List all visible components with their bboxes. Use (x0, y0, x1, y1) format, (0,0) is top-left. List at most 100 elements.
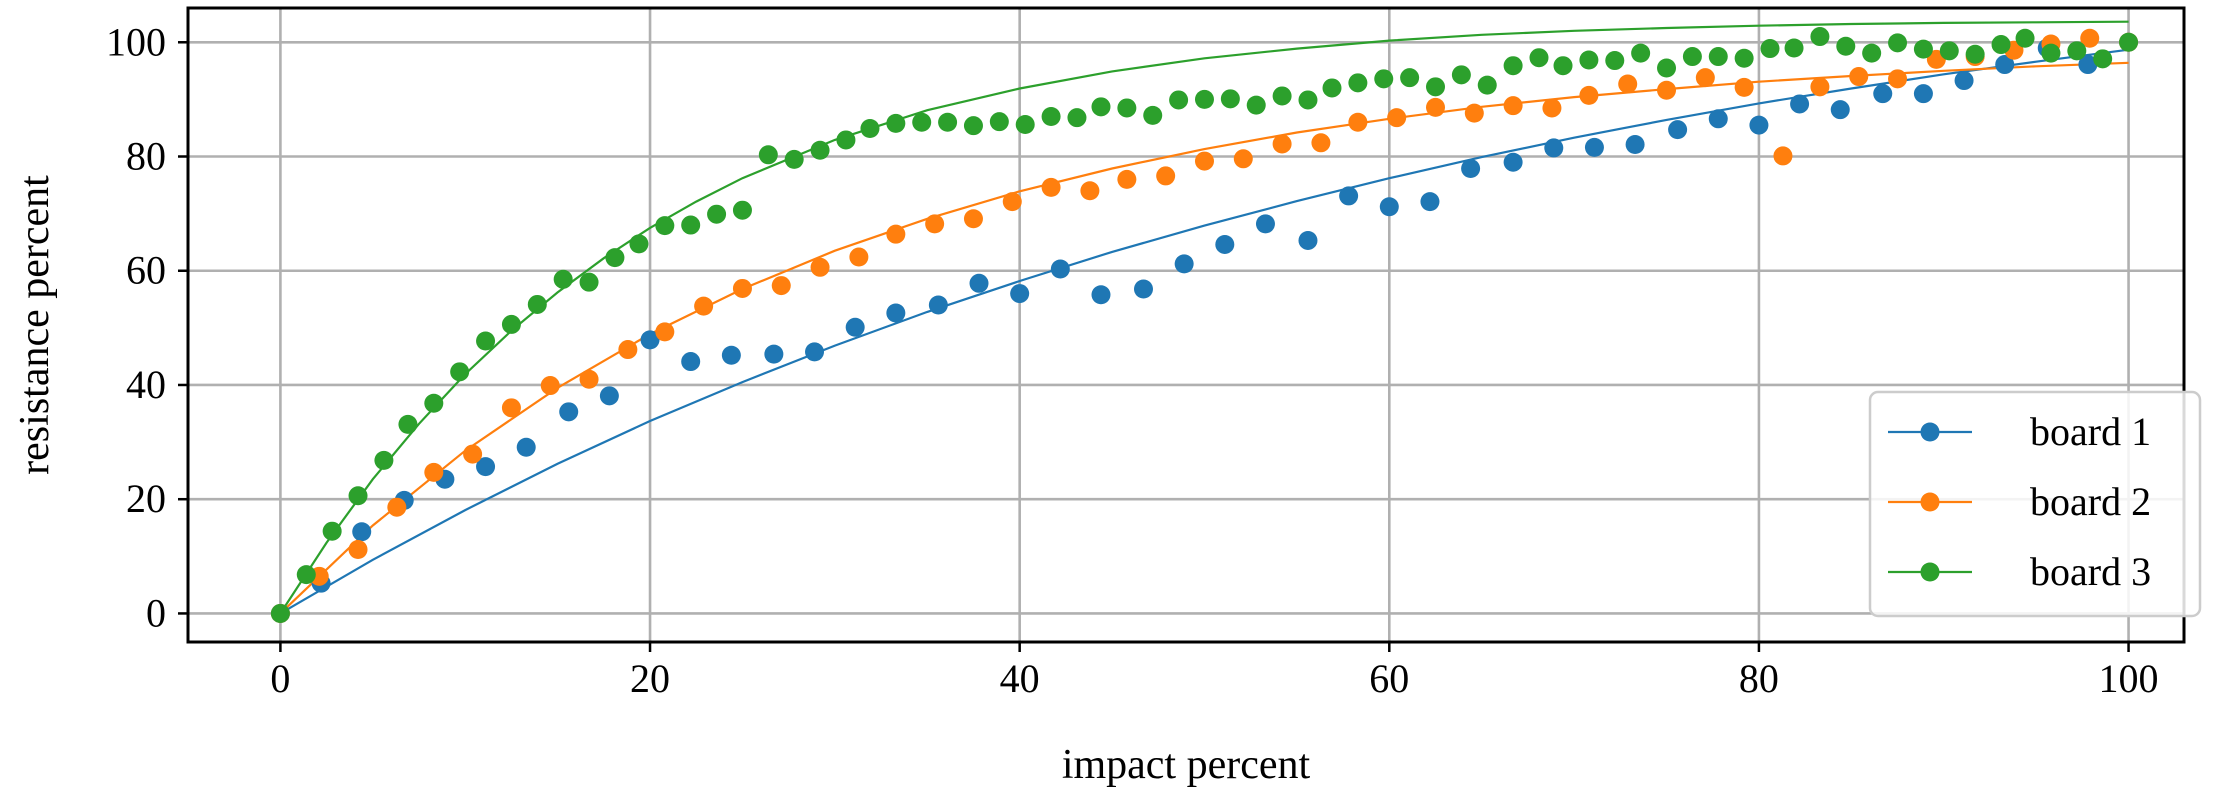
data-point-series-3 (629, 234, 649, 254)
data-point-series-3 (2067, 41, 2087, 61)
data-point-series-1 (764, 344, 784, 364)
data-point-series-3 (1015, 115, 1035, 135)
y-tick-label: 40 (126, 362, 166, 407)
data-point-series-2 (1041, 177, 1061, 197)
data-point-series-2 (1503, 96, 1523, 116)
data-point-series-2 (1810, 77, 1830, 97)
data-point-series-2 (1773, 146, 1793, 166)
data-point-series-3 (605, 248, 625, 268)
data-point-series-3 (1682, 47, 1702, 67)
data-point-series-2 (579, 369, 599, 389)
x-tick-label: 0 (270, 656, 290, 701)
data-point-series-2 (1272, 134, 1292, 154)
data-point-series-3 (1939, 41, 1959, 61)
data-point-series-1 (969, 273, 989, 293)
data-point-series-3 (1426, 77, 1445, 97)
data-point-series-1 (1379, 197, 1399, 217)
data-point-series-2 (1387, 108, 1407, 128)
data-point-series-1 (681, 352, 701, 372)
data-point-series-2 (463, 444, 483, 464)
data-point-series-3 (1169, 90, 1189, 110)
data-point-series-3 (476, 331, 496, 351)
data-point-series-3 (348, 486, 368, 506)
data-point-series-3 (270, 603, 290, 623)
data-point-series-2 (1734, 77, 1754, 97)
data-point-series-2 (886, 224, 906, 244)
data-point-series-3 (655, 216, 675, 236)
data-point-series-3 (296, 565, 316, 585)
data-point-series-3 (1708, 47, 1728, 67)
data-point-series-2 (810, 257, 830, 277)
data-point-series-3 (1734, 48, 1754, 68)
data-point-series-1 (1830, 100, 1850, 120)
data-point-series-3 (1862, 43, 1882, 63)
data-point-series-3 (912, 112, 932, 132)
data-point-series-3 (2093, 49, 2113, 69)
data-point-series-2 (694, 296, 714, 316)
data-point-series-1 (1708, 109, 1728, 129)
data-point-series-2 (1888, 69, 1908, 89)
legend-marker-series-2 (1920, 492, 1940, 512)
data-point-series-3 (886, 113, 906, 133)
data-point-series-1 (599, 386, 619, 406)
data-point-series-1 (1461, 158, 1481, 178)
data-point-series-1 (1091, 285, 1111, 305)
legend-marker-series-3 (1920, 562, 1940, 582)
data-point-series-3 (322, 521, 342, 541)
data-point-series-2 (1233, 149, 1253, 169)
y-tick-label: 80 (126, 134, 166, 179)
data-point-series-2 (1695, 68, 1715, 88)
data-point-series-3 (527, 294, 547, 314)
data-point-series-3 (1348, 73, 1368, 93)
data-point-series-1 (928, 295, 948, 315)
data-point-series-3 (398, 414, 418, 434)
data-point-series-3 (784, 149, 804, 169)
y-tick-label: 0 (146, 590, 166, 635)
data-point-series-3 (1143, 105, 1163, 125)
data-point-series-3 (2041, 43, 2061, 63)
data-point-series-3 (1194, 89, 1214, 109)
data-point-series-3 (1091, 97, 1111, 117)
data-point-series-1 (1174, 254, 1194, 274)
data-point-series-3 (1657, 58, 1677, 78)
data-point-series-1 (1790, 94, 1810, 114)
data-point-series-1 (352, 522, 372, 542)
data-point-series-2 (540, 376, 560, 396)
data-point-series-3 (1965, 44, 1985, 64)
data-point-series-1 (1503, 152, 1523, 172)
data-point-series-1 (805, 342, 825, 362)
x-tick-label: 60 (1369, 656, 1409, 701)
data-point-series-3 (989, 112, 1009, 132)
legend: board 1 board 2 board 3 (1868, 390, 2202, 618)
data-point-series-1 (640, 330, 660, 350)
data-point-series-3 (938, 112, 958, 132)
data-point-series-2 (1194, 151, 1214, 171)
legend-label-series-2: board 2 (2030, 479, 2151, 524)
data-point-series-2 (849, 247, 869, 267)
data-point-series-2 (771, 276, 791, 296)
data-point-series-1 (1133, 279, 1153, 299)
data-point-series-1 (1625, 135, 1645, 155)
data-point-series-3 (1298, 90, 1318, 110)
y-tick-label: 100 (106, 19, 166, 64)
data-point-series-3 (1451, 65, 1471, 85)
data-point-series-2 (655, 322, 675, 342)
x-tick-label: 80 (1739, 656, 1779, 701)
axis-ticks: 0 20 40 60 80 100 0 20 40 60 80 100 (106, 19, 2159, 701)
data-point-series-3 (1067, 108, 1087, 128)
data-point-series-3 (732, 200, 752, 220)
data-point-series-3 (1400, 68, 1420, 88)
data-point-series-3 (1503, 56, 1523, 76)
data-point-series-2 (1117, 169, 1137, 189)
data-point-series-2 (501, 398, 521, 418)
data-point-series-2 (424, 462, 444, 482)
data-point-series-3 (836, 130, 856, 150)
data-point-series-3 (374, 450, 394, 470)
y-tick-label: 60 (126, 248, 166, 293)
data-point-series-2 (618, 340, 638, 360)
data-point-series-2 (1002, 192, 1022, 212)
data-point-series-2 (2080, 28, 2100, 48)
data-point-series-3 (963, 116, 983, 136)
data-point-series-3 (1579, 50, 1599, 70)
